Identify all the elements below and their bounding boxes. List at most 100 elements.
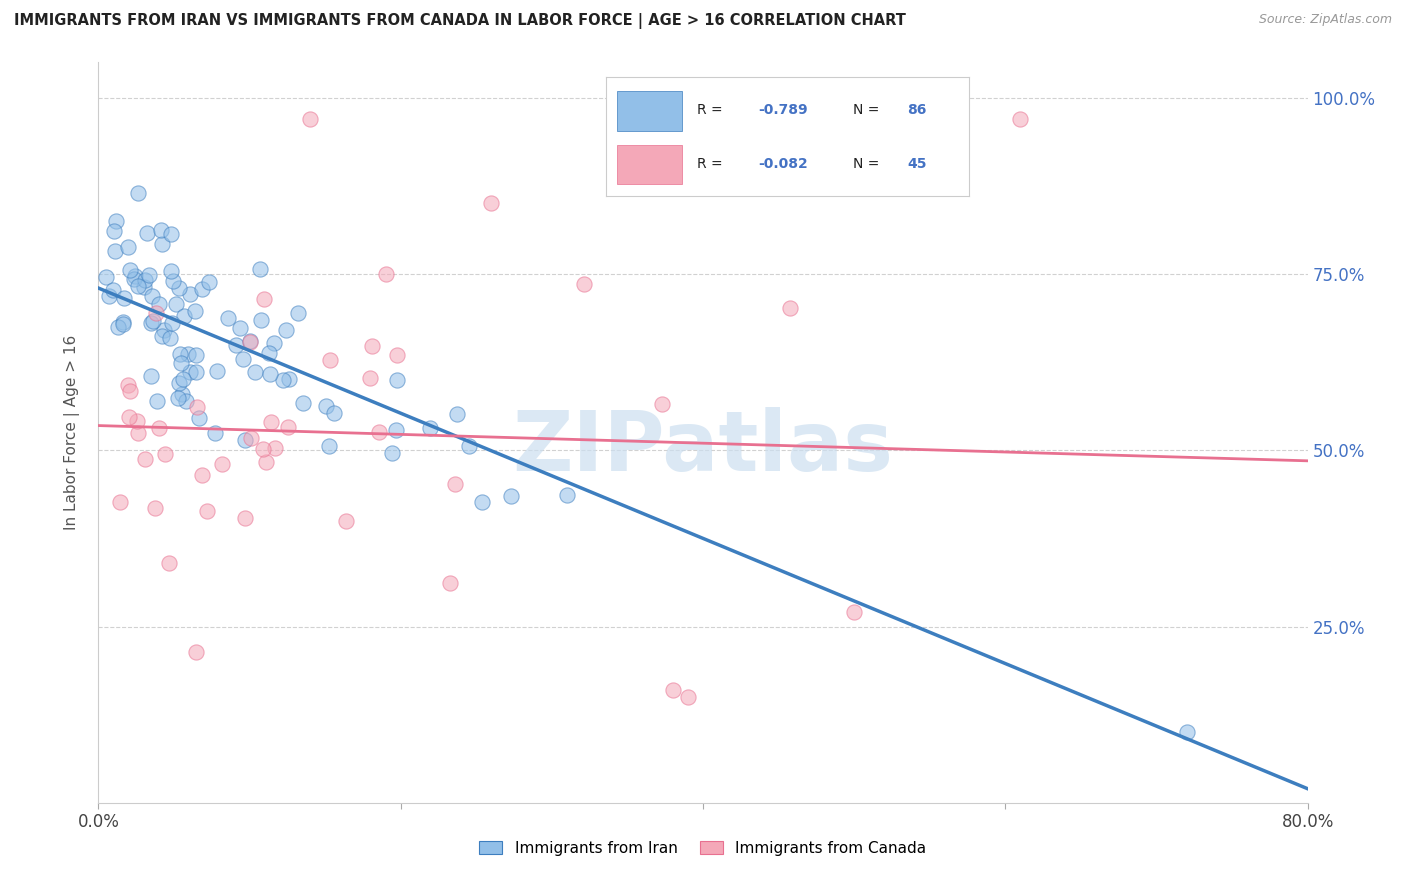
Point [250,313,273,327]
Point [127,279,149,293]
Point [101,283,124,297]
Point [197,275,219,289]
Point [138,268,160,282]
Point [360,339,382,353]
Text: IMMIGRANTS FROM IRAN VS IMMIGRANTS FROM CANADA IN LABOR FORCE | AGE > 16 CORRELA: IMMIGRANTS FROM IRAN VS IMMIGRANTS FROM … [14,13,905,29]
Point [117,239,139,253]
Point [145,500,167,515]
Point [651,397,673,411]
Point [186,645,208,659]
Point [172,372,194,386]
Point [104,244,127,258]
Point [112,315,135,329]
Point [239,334,262,349]
Point [179,287,201,301]
Point [253,292,276,306]
Point [299,112,322,126]
Point [228,321,250,335]
Point [111,317,134,331]
Point [676,690,699,704]
Point [118,410,141,425]
Point [359,371,381,385]
Point [188,411,211,425]
Point [204,426,226,441]
Point [287,305,309,319]
Point [176,393,198,408]
Point [162,316,184,330]
Point [145,306,167,320]
Point [148,421,170,435]
Point [323,406,346,420]
Point [184,348,207,362]
Point [127,415,149,429]
Point [385,348,408,362]
Point [186,400,208,414]
Point [271,373,294,387]
Point [217,311,239,326]
Point [157,556,180,570]
Point [184,304,207,318]
Point [319,352,342,367]
Point [104,214,127,228]
Point [150,237,173,252]
Point [1175,725,1198,739]
Point [501,490,523,504]
Point [159,264,181,278]
Point [107,319,129,334]
Point [153,446,176,460]
Point [184,365,207,379]
Point [150,329,173,343]
Point [166,391,188,405]
Point [159,330,181,344]
Point [385,423,408,437]
Point [132,279,155,293]
Point [278,371,301,385]
Point [385,373,408,387]
Point [134,452,156,467]
Point [1010,112,1032,126]
Point [259,346,281,360]
Point [256,455,278,469]
Text: ZIPatlas: ZIPatlas [513,407,893,488]
Y-axis label: In Labor Force | Age > 16: In Labor Force | Age > 16 [63,335,80,530]
Point [249,262,271,277]
Point [264,441,287,455]
Point [176,346,198,360]
Point [139,368,162,383]
Point [211,457,233,471]
Point [277,420,299,434]
Point [153,323,176,337]
Point [239,431,262,445]
Point [191,467,214,482]
Point [195,504,218,518]
Point [419,421,441,435]
Point [120,384,142,399]
Point [439,576,461,591]
Point [446,407,468,421]
Point [259,367,281,381]
Point [94,270,117,285]
Point [233,433,256,447]
Point [224,337,246,351]
Point [142,314,165,328]
Text: Source: ZipAtlas.com: Source: ZipAtlas.com [1258,13,1392,27]
Point [205,364,228,378]
Point [557,487,579,501]
Point [112,291,135,305]
Point [779,301,801,315]
Point [481,196,503,211]
Point [134,273,156,287]
Point [103,224,125,238]
Point [124,269,146,284]
Point [381,446,404,460]
Point [117,378,139,392]
Point [661,683,683,698]
Point [173,310,195,324]
Point [232,351,254,366]
Point [368,425,391,439]
Point [276,322,298,336]
Point [191,282,214,296]
Point [572,277,595,292]
Point [318,439,340,453]
Point [167,281,190,295]
